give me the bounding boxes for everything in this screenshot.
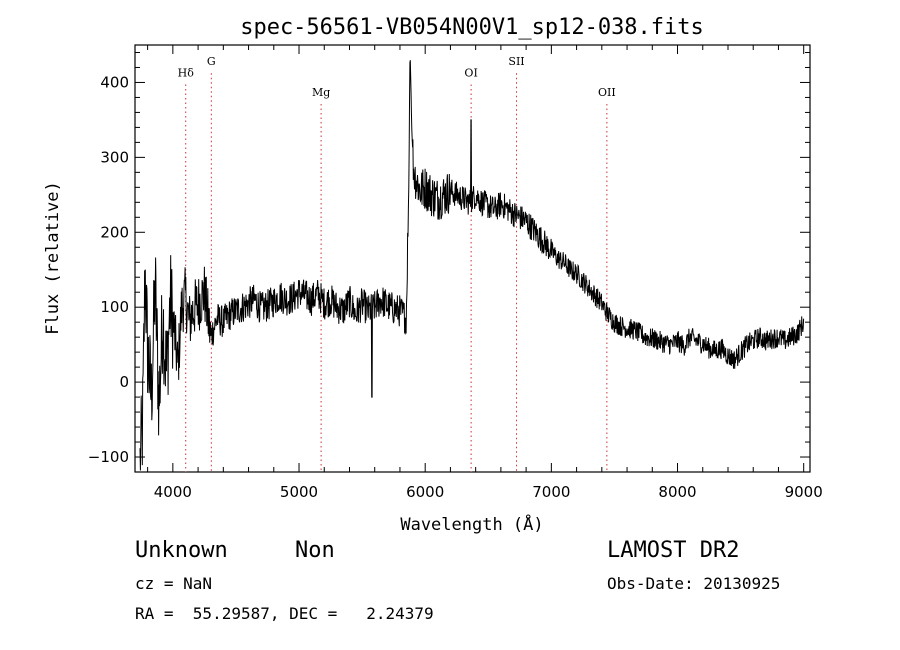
- plot-border: [134, 44, 811, 473]
- line-label: SII: [508, 55, 524, 68]
- y-tick-label: 400: [100, 73, 129, 91]
- y-tick-label: 0: [119, 373, 129, 391]
- y-tick-label: 100: [100, 298, 129, 316]
- x-tick-label: 4000: [154, 483, 192, 501]
- line-label: G: [207, 55, 216, 68]
- y-tick-label: 200: [100, 223, 129, 241]
- line-label: Mg: [312, 86, 330, 99]
- redshift-value: cz = NaN: [135, 574, 213, 593]
- y-tick-label: 300: [100, 148, 129, 166]
- survey-name: LAMOST DR2: [607, 538, 740, 563]
- object-class: Unknown: [135, 538, 228, 563]
- spectrum-line: [139, 60, 805, 471]
- line-label: Hδ: [178, 66, 195, 79]
- sky-coordinates: RA = 55.29587, DEC = 2.24379: [135, 604, 434, 623]
- chart-title: spec-56561-VB054N00V1_sp12-038.fits: [240, 15, 704, 40]
- plot-frame: [134, 44, 811, 473]
- x-axis: 4000 5000 6000 7000 8000 9000: [147, 45, 823, 501]
- spectral-line-markers: Hδ G Mg OI SII OII: [178, 55, 616, 472]
- x-tick-label: 7000: [532, 483, 570, 501]
- line-label: OI: [464, 66, 477, 79]
- x-tick-label: 8000: [658, 483, 696, 501]
- y-axis-label: Flux (relative): [43, 181, 63, 335]
- spectrum-series: [139, 60, 805, 471]
- observation-date: Obs-Date: 20130925: [607, 574, 781, 593]
- x-tick-label: 9000: [785, 483, 823, 501]
- line-label: OII: [598, 86, 616, 99]
- x-axis-label: Wavelength (Å): [400, 513, 543, 535]
- y-tick-label: −100: [88, 448, 129, 466]
- object-subclass: Non: [295, 538, 335, 563]
- y-axis: −100 0 100 200 300 400: [88, 51, 810, 466]
- x-tick-label: 5000: [280, 483, 318, 501]
- x-tick-label: 6000: [406, 483, 444, 501]
